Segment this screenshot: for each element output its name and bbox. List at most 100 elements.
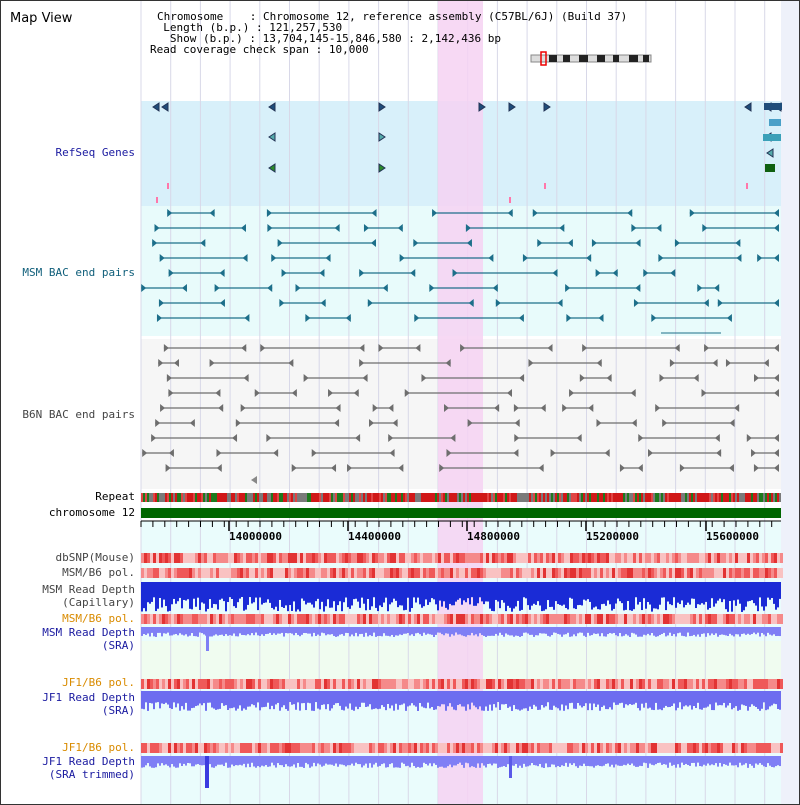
polymorphism-mark bbox=[426, 553, 429, 563]
track-label-dbsnp[interactable]: dbSNP(Mouse) bbox=[55, 551, 135, 564]
repeat-mark bbox=[723, 493, 725, 502]
read-depth-bar bbox=[423, 756, 425, 763]
read-depth-bar bbox=[441, 756, 443, 767]
polymorphism-mark bbox=[162, 614, 165, 624]
read-depth-bar bbox=[629, 627, 631, 637]
read-depth-bar bbox=[323, 691, 325, 705]
polymorphism-mark bbox=[243, 614, 246, 624]
polymorphism-mark bbox=[483, 679, 486, 689]
repeat-mark bbox=[691, 493, 693, 502]
read-depth-bar bbox=[333, 627, 335, 636]
repeat-mark bbox=[579, 493, 581, 502]
read-depth-bar bbox=[429, 627, 431, 635]
polymorphism-mark bbox=[489, 614, 492, 624]
polymorphism-mark bbox=[213, 614, 216, 624]
read-depth-bar bbox=[243, 582, 245, 611]
read-depth-bar bbox=[293, 627, 295, 636]
track-label-jf1-trimmed[interactable]: JF1 Read Depth bbox=[42, 755, 135, 768]
polymorphism-mark bbox=[159, 553, 162, 563]
read-depth-bar bbox=[717, 582, 719, 601]
polymorphism-mark bbox=[210, 679, 213, 689]
track-label-refseq[interactable]: RefSeq Genes bbox=[55, 146, 135, 159]
track-label-repeat[interactable]: Repeat bbox=[95, 490, 135, 503]
polymorphism-mark bbox=[714, 568, 717, 578]
polymorphism-mark bbox=[552, 614, 555, 624]
repeat-mark bbox=[575, 493, 577, 502]
repeat-mark bbox=[353, 493, 355, 502]
read-depth-bar bbox=[451, 756, 453, 768]
read-depth-bar bbox=[549, 691, 551, 710]
read-depth-bar bbox=[547, 756, 549, 768]
read-depth-bar bbox=[257, 627, 259, 636]
polymorphism-mark bbox=[357, 568, 360, 578]
polymorphism-mark bbox=[360, 743, 363, 753]
track-label-msm-bac[interactable]: MSM BAC end pairs bbox=[22, 266, 135, 279]
polymorphism-mark bbox=[534, 679, 537, 689]
polymorphism-mark bbox=[591, 743, 594, 753]
polymorphism-mark bbox=[576, 679, 579, 689]
polymorphism-mark bbox=[579, 679, 582, 689]
polymorphism-mark bbox=[543, 568, 546, 578]
polymorphism-mark bbox=[168, 679, 171, 689]
read-depth-bar bbox=[491, 627, 493, 636]
read-depth-bar bbox=[387, 582, 389, 612]
read-depth-bar bbox=[353, 582, 355, 600]
polymorphism-mark bbox=[732, 743, 735, 753]
read-depth-bar bbox=[597, 691, 599, 705]
bac-end bbox=[697, 284, 703, 292]
polymorphism-mark bbox=[582, 568, 585, 578]
repeat-mark bbox=[495, 493, 497, 502]
read-depth-bar bbox=[259, 627, 261, 636]
repeat-mark bbox=[469, 493, 471, 502]
polymorphism-mark bbox=[354, 614, 357, 624]
track-label-chromosome[interactable]: chromosome 12 bbox=[48, 506, 135, 519]
bac-end bbox=[659, 374, 665, 382]
polymorphism-mark bbox=[573, 743, 576, 753]
read-depth-bar bbox=[737, 691, 739, 711]
read-depth-bar bbox=[271, 582, 273, 608]
read-depth-bar bbox=[331, 756, 333, 765]
read-depth-bar bbox=[733, 756, 735, 766]
track-label-b6n-bac[interactable]: B6N BAC end pairs bbox=[22, 408, 135, 421]
track-label-msm-pol[interactable]: MSM/B6 pol. bbox=[62, 566, 135, 579]
track-label-jf1-pol[interactable]: JF1/B6 pol. bbox=[62, 676, 135, 689]
read-depth-bar bbox=[455, 582, 457, 602]
read-depth-bar bbox=[471, 582, 473, 598]
polymorphism-mark bbox=[204, 614, 207, 624]
bac-end bbox=[774, 389, 779, 397]
polymorphism-mark bbox=[744, 568, 747, 578]
polymorphism-mark bbox=[264, 614, 267, 624]
polymorphism-mark bbox=[147, 614, 150, 624]
polymorphism-mark bbox=[405, 743, 408, 753]
read-depth-bar bbox=[557, 627, 559, 634]
bac-end bbox=[367, 299, 373, 307]
read-depth-bar bbox=[177, 582, 179, 602]
polymorphism-mark bbox=[285, 568, 288, 578]
polymorphism-mark bbox=[321, 553, 324, 563]
repeat-mark bbox=[549, 493, 551, 502]
read-depth-bar bbox=[773, 756, 775, 768]
ideogram-band bbox=[643, 55, 649, 62]
polymorphism-mark bbox=[675, 614, 678, 624]
track-label-msm-pol-2[interactable]: MSM/B6 pol. bbox=[62, 612, 135, 625]
track-label-jf1-pol-2[interactable]: JF1/B6 pol. bbox=[62, 741, 135, 754]
polymorphism-mark bbox=[372, 743, 375, 753]
read-depth-bar bbox=[409, 691, 411, 706]
read-depth-bar bbox=[775, 627, 777, 637]
read-depth-bar bbox=[641, 582, 643, 611]
bac-end bbox=[513, 404, 519, 412]
read-depth-bar bbox=[311, 756, 313, 767]
polymorphism-mark bbox=[615, 553, 618, 563]
read-depth-bar bbox=[315, 582, 317, 602]
read-depth-bar bbox=[691, 691, 693, 710]
repeat-mark bbox=[247, 493, 249, 502]
polymorphism-mark bbox=[438, 614, 441, 624]
track-label-jf1-depth[interactable]: JF1 Read Depth bbox=[42, 691, 135, 704]
bac-end bbox=[728, 464, 734, 472]
read-depth-bar bbox=[731, 691, 733, 710]
read-depth-bar bbox=[473, 627, 475, 636]
track-label-msm-depth-sra[interactable]: MSM Read Depth bbox=[42, 626, 135, 639]
repeat-mark bbox=[187, 493, 189, 502]
track-label-msm-depth-capillary[interactable]: MSM Read Depth bbox=[42, 583, 135, 596]
